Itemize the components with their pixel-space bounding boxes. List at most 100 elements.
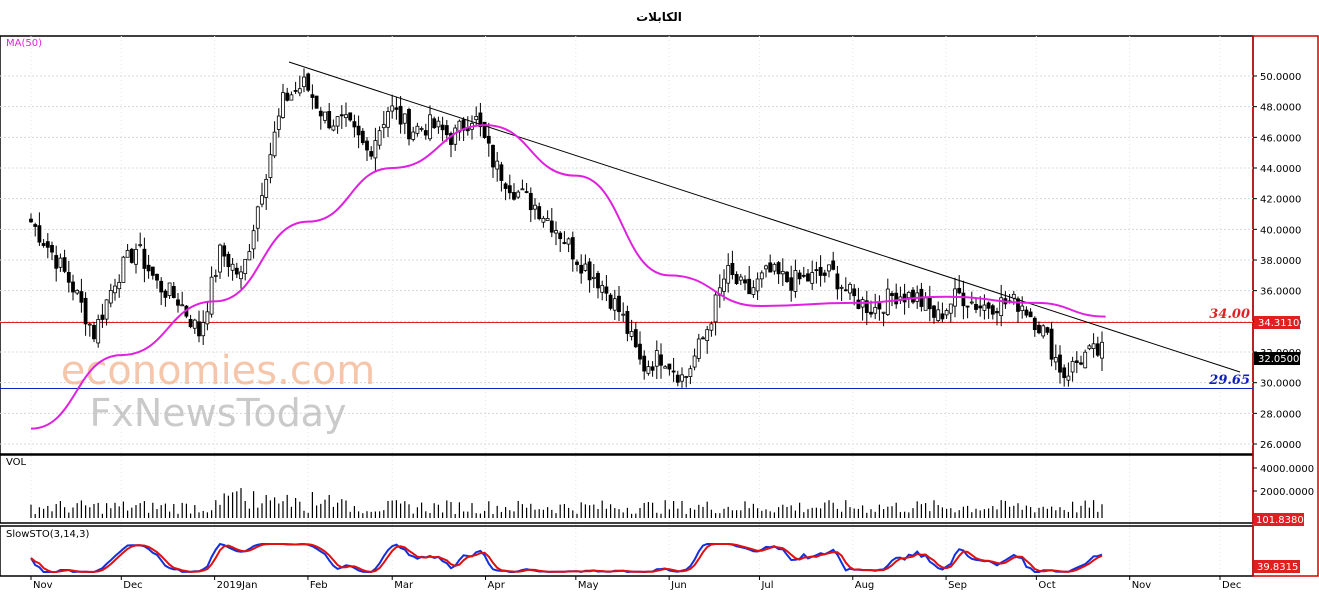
candle-body — [209, 276, 214, 315]
candle-body — [79, 291, 84, 303]
candle-body — [453, 127, 458, 145]
price-tick-label: 48.0000 — [1260, 103, 1301, 114]
candle-body — [671, 370, 676, 373]
candle-body — [549, 220, 554, 233]
price-tick-label: 42.0000 — [1260, 195, 1301, 206]
candle-body — [1091, 343, 1096, 349]
candle-body — [331, 125, 336, 131]
ma50-line — [30, 124, 1106, 430]
candle-body — [499, 164, 504, 181]
candle-body — [33, 224, 38, 227]
candle-body — [646, 366, 651, 374]
candle-body — [218, 244, 222, 273]
candle-body — [730, 262, 735, 276]
candle-body — [163, 290, 168, 298]
vol-tick-label-2000: 2000.0000 — [1260, 487, 1314, 498]
candle-body — [999, 297, 1004, 317]
candle-body — [617, 295, 621, 313]
candle-body — [608, 294, 613, 309]
candle-body — [104, 299, 109, 320]
vol-current-label: 101.8380 — [1256, 515, 1304, 526]
candle-body — [902, 293, 907, 303]
candle-body — [554, 230, 558, 234]
stoch-current-label: 39.8315 — [1257, 562, 1298, 573]
candle-body — [255, 206, 260, 229]
candle-body — [822, 272, 827, 276]
candle-body — [986, 302, 991, 309]
candle-body — [159, 280, 164, 293]
candle-body — [978, 305, 983, 309]
candle-body — [764, 265, 768, 270]
candle-body — [474, 115, 479, 121]
candle-body — [961, 292, 966, 307]
candle-body — [1053, 357, 1058, 363]
candle-body — [386, 111, 390, 128]
candle-body — [58, 257, 63, 268]
candle-body — [381, 124, 386, 129]
current-price-label: 32.0500 — [1258, 354, 1299, 365]
candle-body — [642, 355, 647, 372]
candle-body — [377, 130, 382, 146]
candle-body — [965, 305, 970, 308]
candle-body — [281, 92, 285, 118]
support-label: 29.65 — [1208, 373, 1250, 388]
candle-body — [621, 313, 626, 316]
candle-body — [201, 322, 206, 337]
candle-body — [528, 192, 533, 211]
candle-body — [675, 374, 680, 383]
candle-body — [234, 267, 239, 275]
candle-body — [356, 125, 361, 136]
candle-body — [1045, 327, 1050, 333]
candle-body — [1037, 324, 1041, 334]
candle-body — [713, 294, 718, 323]
candle-body — [247, 251, 252, 261]
candle-body — [990, 305, 995, 315]
candle-body — [272, 131, 277, 157]
vol-current-box — [1254, 513, 1304, 526]
x-tick-label: Nov — [33, 580, 53, 591]
candle-body — [600, 285, 605, 293]
candle-body — [113, 285, 117, 294]
ma-value-label: 34.3110 — [1258, 318, 1299, 329]
x-axis: Nov Dec 2019Jan Feb Mar Apr May Jun Jul Aug Sep Oct… — [30, 576, 1241, 591]
candle-body — [831, 260, 836, 270]
candle-body — [260, 195, 264, 205]
candle-body — [1041, 325, 1046, 337]
price-tick-label: 30.0000 — [1260, 379, 1301, 390]
candle-body — [512, 192, 516, 200]
vol-tick-label-4000: 4000.0000 — [1260, 464, 1314, 475]
stoch-current-box — [1254, 560, 1300, 573]
candle-body — [776, 262, 781, 275]
candle-body — [1079, 362, 1083, 365]
candle-body — [176, 299, 180, 306]
candle-body — [289, 94, 294, 101]
candle-body — [87, 323, 92, 326]
candle-body — [75, 290, 80, 294]
candle-body — [1011, 293, 1016, 299]
candle-body — [495, 160, 500, 170]
candle-body — [138, 244, 143, 247]
candle-body — [587, 261, 592, 281]
candle-body — [1020, 305, 1025, 311]
candle-body — [415, 125, 420, 134]
price-tick-label: 38.0000 — [1260, 256, 1301, 267]
candle-body — [801, 274, 806, 277]
candle-body — [558, 232, 563, 240]
candle-body — [591, 276, 596, 279]
price-tick-label: 26.0000 — [1260, 440, 1301, 451]
candle-body — [62, 257, 67, 272]
candle-body — [1074, 360, 1079, 363]
candle-body — [1032, 317, 1037, 331]
candle-body — [768, 262, 773, 273]
candle-body — [314, 95, 319, 109]
price-tick-label: 28.0000 — [1260, 409, 1301, 420]
candle-body — [360, 130, 365, 144]
candle-body — [936, 309, 941, 321]
candle-body — [944, 310, 949, 316]
candle-body — [877, 302, 882, 310]
candle-body — [596, 272, 600, 289]
candle-body — [134, 249, 138, 265]
candle-body — [969, 301, 974, 304]
candle-body — [71, 281, 75, 293]
ma-label: MA(50) — [6, 38, 42, 49]
